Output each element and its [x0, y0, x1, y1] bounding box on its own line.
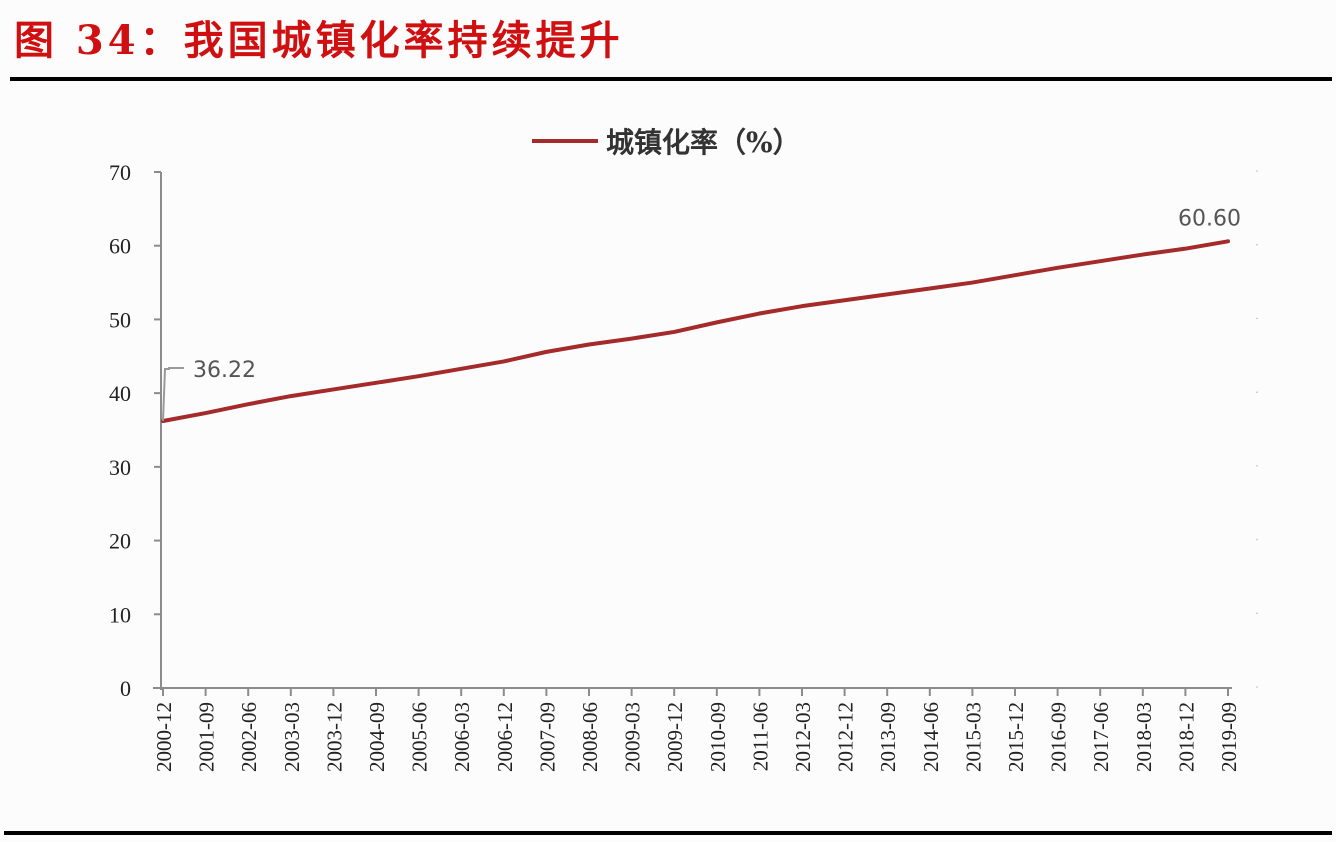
y-axis: 0 10 20 30 40 50 60 70	[109, 160, 162, 701]
x-tick-label: 2005-06	[408, 702, 432, 772]
x-tick-label: 2002-06	[237, 702, 261, 772]
x-tick-label: 2015-12	[1004, 702, 1028, 772]
series-urbanization-rate	[161, 239, 1230, 424]
x-tick-label: 2001-09	[195, 702, 219, 772]
x-tick-label: 2012-03	[791, 702, 815, 772]
x-tick-label: 2014-06	[919, 702, 943, 772]
y-tick-label: 70	[109, 160, 131, 185]
y-tick-label: 50	[109, 307, 131, 332]
x-tick-label: 2003-12	[322, 702, 346, 772]
top-rule	[10, 77, 1332, 81]
x-tick-label: 2017-06	[1089, 702, 1113, 772]
x-tick-label: 2016-09	[1047, 702, 1071, 772]
data-label-start: 36.22	[193, 358, 256, 383]
y-tick-label: 30	[109, 455, 131, 480]
y-tick-label: 40	[109, 381, 131, 406]
x-tick-label: 2011-06	[748, 702, 772, 771]
x-tick-label: 2006-03	[450, 702, 474, 772]
x-tick-label: 2003-03	[280, 702, 304, 772]
x-tick-label: 2004-09	[365, 702, 389, 772]
x-tick-label: 2012-12	[834, 702, 858, 772]
y-tick-label: 20	[109, 529, 131, 554]
x-tick-label: 2019-09	[1217, 702, 1241, 772]
x-tick-label: 2018-12	[1174, 702, 1198, 772]
x-tick-label: 2009-03	[621, 702, 645, 772]
y-tick-label: 60	[109, 234, 131, 259]
x-tick-label: 2015-03	[961, 702, 985, 772]
x-tick-label: 2009-12	[663, 702, 687, 772]
data-label-end: 60.60	[1178, 206, 1241, 231]
x-tick-label: 2010-09	[706, 702, 730, 772]
y-tick-label: 0	[120, 676, 131, 701]
x-tick-label: 2006-12	[493, 702, 517, 772]
figure-title: 图 34：我国城镇化率持续提升	[14, 17, 624, 64]
y-tick-label: 10	[109, 602, 131, 627]
x-tick-label: 2013-09	[876, 702, 900, 772]
x-axis: 2000-12 2001-09 2002-06 2003-03 2003-12 2004-…	[152, 170, 1258, 772]
x-tick-label: 2018-03	[1132, 702, 1156, 772]
series-line	[161, 239, 1230, 424]
x-tick-label: 2000-12	[152, 702, 176, 772]
x-tick-label: 2008-06	[578, 702, 602, 772]
legend: 城镇化率（%）	[532, 126, 801, 159]
data-labels: 36.22 60.60	[162, 206, 1241, 422]
legend-label: 城镇化率（%）	[606, 126, 801, 159]
x-tick-label: 2007-09	[535, 702, 559, 772]
bottom-rule	[4, 831, 1332, 835]
